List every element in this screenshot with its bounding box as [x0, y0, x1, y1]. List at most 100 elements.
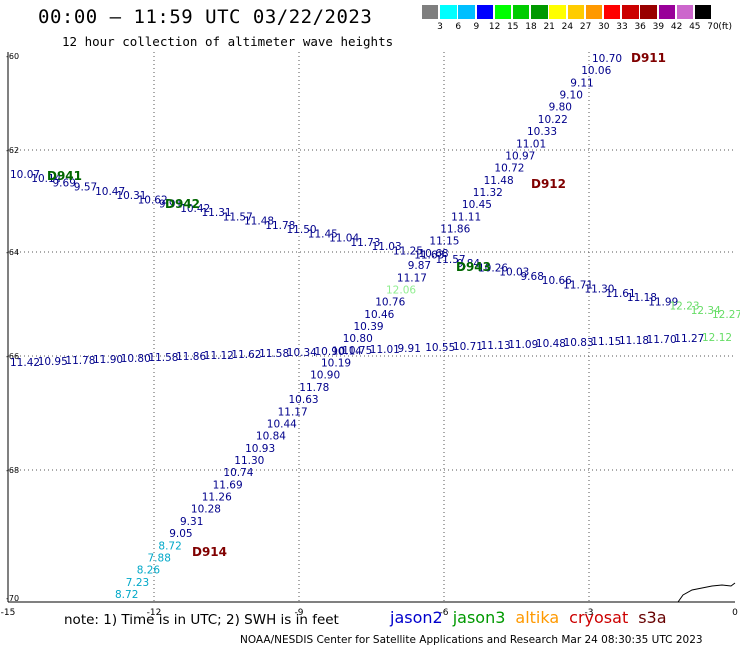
- y-tick-label: -60: [6, 52, 19, 61]
- legend-swatch: [494, 5, 512, 19]
- wave-height-value: 9.10: [560, 90, 583, 102]
- wave-height-value: 10.83: [564, 337, 594, 349]
- wave-height-value: 9.80: [549, 102, 572, 114]
- wave-height-value: 10.93: [245, 443, 275, 455]
- satellite-legend: jason2 jason3 altika cryosat s3a: [390, 608, 677, 627]
- legend-label: 12: [488, 22, 501, 32]
- satellite-name: s3a: [638, 608, 667, 627]
- wave-height-value: 10.48: [536, 338, 566, 350]
- wave-height-value: 11.26: [202, 492, 232, 504]
- wave-height-value: 11.12: [204, 350, 234, 362]
- satellite-name: cryosat: [569, 608, 629, 627]
- y-tick-label: -64: [6, 248, 19, 257]
- pass-label: D912: [531, 177, 566, 191]
- wave-height-value: 11.18: [619, 335, 649, 347]
- wave-height-value: 12.34: [691, 305, 721, 317]
- wave-height-value: 11.01: [370, 344, 400, 356]
- wave-height-value: 11.31: [202, 207, 232, 219]
- wave-height-value: 10.22: [538, 114, 568, 126]
- wave-height-value: 10.03: [499, 267, 529, 279]
- legend-swatch: [476, 5, 493, 19]
- y-tick-label: -68: [6, 466, 19, 475]
- wave-height-value: 9.31: [180, 516, 203, 528]
- wave-height-value: 10.47: [95, 186, 125, 198]
- y-tick-label: -62: [6, 146, 19, 155]
- wave-height-value: 9.91: [398, 343, 421, 355]
- wave-height-value: 11.25: [393, 245, 423, 257]
- wave-height-value: 9.69: [53, 178, 76, 190]
- legend-swatch: [695, 5, 712, 19]
- wave-height-value: 11.63: [414, 250, 444, 262]
- legend-label: 15: [507, 22, 519, 32]
- wave-height-value: 11.30: [234, 455, 264, 467]
- wave-height-value: 10.07: [10, 169, 40, 181]
- y-tick-label: -66: [6, 352, 19, 361]
- wave-height-value: 11.04: [329, 233, 359, 245]
- pass-label: D942: [165, 197, 200, 211]
- wave-height-value: 9.05: [169, 528, 192, 540]
- wave-height-value: 10.19: [321, 358, 351, 370]
- wave-height-value: 11.42: [10, 357, 40, 369]
- wave-height-value: 10.44: [267, 419, 297, 431]
- map-frame: [7, 52, 735, 603]
- wave-height-value: 11.86: [176, 351, 206, 363]
- legend-swatch: [567, 5, 584, 19]
- pass-label: D941: [47, 169, 82, 183]
- legend-swatch: [622, 5, 639, 19]
- wave-height-value: 8.26: [137, 565, 161, 577]
- wave-height-value: 8.72: [115, 589, 138, 601]
- wave-height-value: 11.62: [231, 349, 261, 361]
- coastline: [677, 582, 736, 603]
- wave-height-value: 11.15: [429, 236, 459, 248]
- pass-label: D943: [456, 260, 491, 274]
- wave-height-value: 11.13: [481, 340, 511, 352]
- wave-height-labels: 8.727.238.267.888.729.059.3110.2811.2611…: [10, 53, 740, 601]
- pass-labels: D911 D912 D914 D941 D942 D943: [47, 51, 666, 559]
- wave-height-value: 11.78: [265, 220, 295, 232]
- legend-label: 36: [634, 22, 646, 32]
- wave-height-value: 9.68: [521, 271, 544, 283]
- wave-height-value: 10.42: [180, 203, 210, 215]
- wave-height-value: 10.28: [191, 504, 221, 516]
- legend-label: 39: [652, 22, 665, 32]
- wave-height-value: 11.09: [508, 339, 538, 351]
- wave-height-value: 11.11: [451, 211, 481, 223]
- x-tick-label: -6: [440, 608, 449, 618]
- wave-height-value: 7.23: [126, 577, 149, 589]
- footer-note: note: 1) Time is in UTC; 2) SWH is in fe…: [64, 612, 339, 628]
- wave-height-value: 11.99: [648, 296, 678, 308]
- wave-height-value: 11.73: [350, 237, 380, 249]
- legend-label: 9: [473, 22, 480, 32]
- wave-height-value: 10.84: [256, 431, 286, 443]
- wave-height-value: 10.45: [462, 199, 492, 211]
- wave-height-value: 11.01: [516, 138, 546, 150]
- wave-height-value: 11.17: [397, 272, 427, 284]
- legend-label: 42: [670, 22, 683, 32]
- legend-swatch: [458, 5, 475, 19]
- legend-label: 6: [455, 22, 462, 32]
- legend-swatch: [549, 5, 566, 19]
- wave-height-value: 10.70: [592, 53, 622, 65]
- wave-height-value: 10.62: [138, 195, 168, 207]
- wave-height-value: 11.18: [627, 292, 657, 304]
- pass-label: D911: [631, 51, 666, 65]
- wave-height-value: 10.75: [342, 345, 372, 357]
- wave-height-value: 10.33: [527, 126, 557, 138]
- wave-height-value: 12.12: [702, 332, 732, 344]
- wave-height-value: 10.46: [364, 309, 394, 321]
- wave-height-value: 9.91: [159, 199, 182, 211]
- wave-height-value: 9.11: [570, 77, 593, 89]
- wave-height-value: 11.58: [148, 352, 178, 364]
- wave-height-value: 10.39: [354, 321, 384, 333]
- wave-height-value: 9.57: [74, 182, 97, 194]
- wave-height-value: 10.74: [223, 467, 253, 479]
- wave-height-value: 11.70: [647, 334, 677, 346]
- wave-height-value: 10.80: [121, 353, 151, 365]
- wave-height-value: 10.31: [116, 190, 146, 202]
- legend-label: 45: [689, 22, 701, 32]
- x-tick-label: 0: [732, 608, 738, 618]
- legend-label: 18: [525, 22, 537, 32]
- wave-height-value: 11.48: [244, 216, 274, 228]
- satellite-name: jason2: [390, 608, 443, 627]
- wave-height-value: 12.27: [712, 309, 740, 321]
